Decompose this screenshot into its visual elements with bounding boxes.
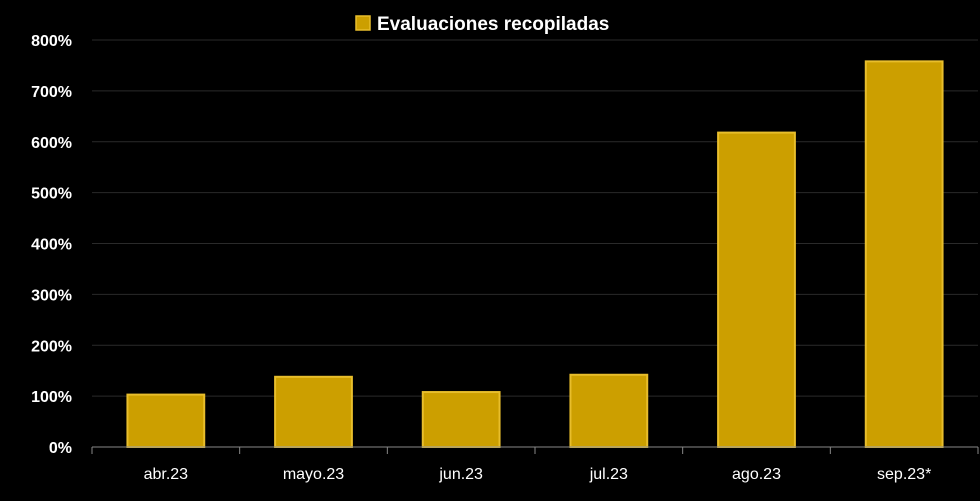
bar — [569, 373, 649, 449]
x-tick-label: jun.23 — [438, 466, 483, 483]
bar-series — [126, 60, 944, 449]
bar — [864, 60, 944, 449]
x-tick-label: mayo.23 — [283, 466, 344, 483]
x-axis: abr.23 mayo.23 jun.23 jul.23 ago.23 sep.23* — [91, 446, 979, 483]
y-tick-label: 600% — [31, 135, 72, 152]
bar — [421, 391, 501, 448]
x-tick-label: sep.23* — [877, 466, 931, 483]
y-tick-label: 200% — [31, 338, 72, 355]
y-tick-label: 800% — [31, 33, 72, 50]
legend-swatch — [355, 15, 371, 31]
y-axis: 0% 100% 200% 300% 400% 500% 600% 700% 800% — [31, 33, 72, 457]
bar — [126, 393, 206, 449]
y-tick-label: 500% — [31, 186, 72, 203]
x-tick-label: jul.23 — [589, 466, 628, 483]
y-tick-label: 0% — [49, 440, 72, 457]
x-tick-label: abr.23 — [144, 466, 189, 483]
legend-label: Evaluaciones recopiladas — [377, 14, 609, 35]
bar — [717, 131, 796, 448]
bar — [274, 375, 353, 449]
y-tick-label: 400% — [31, 237, 72, 254]
y-tick-label: 100% — [31, 389, 72, 406]
gridlines — [92, 39, 978, 397]
legend: Evaluaciones recopiladas — [355, 14, 609, 35]
y-tick-label: 700% — [31, 84, 72, 101]
x-tick-label: ago.23 — [732, 466, 781, 483]
y-tick-label: 300% — [31, 287, 72, 304]
